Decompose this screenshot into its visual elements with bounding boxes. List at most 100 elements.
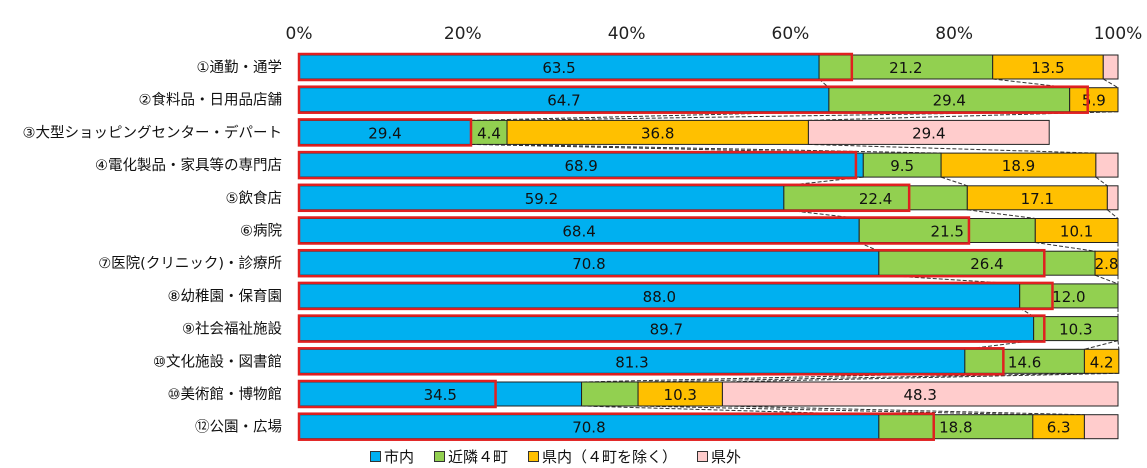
series-line — [1103, 78, 1119, 89]
x-tick-label: 0% — [286, 24, 313, 44]
data-label: 13.5 — [1031, 59, 1064, 77]
x-tick-label: 20% — [444, 24, 482, 44]
series-line — [722, 372, 1119, 383]
bar-segment — [581, 381, 639, 407]
data-label: 18.9 — [1002, 157, 1035, 175]
data-label: 81.3 — [615, 353, 648, 371]
bar-segment — [1083, 348, 1120, 374]
data-label: 68.9 — [564, 157, 597, 175]
highlight-outline — [297, 150, 858, 180]
bar-segment — [818, 54, 994, 80]
highlight-outline — [297, 248, 1046, 278]
data-label: 9.5 — [890, 157, 914, 175]
series-line — [507, 143, 942, 154]
data-label: 89.7 — [650, 321, 683, 339]
data-label: 70.8 — [572, 419, 605, 437]
data-label: 5.9 — [1082, 92, 1106, 110]
series-line — [1094, 274, 1119, 285]
legend-label: 県内（４町を除く） — [542, 447, 678, 466]
category-label: ①通勤・通学 — [197, 59, 283, 76]
data-label: 12.0 — [1052, 288, 1085, 306]
data-label: 10.3 — [664, 386, 697, 404]
series-line — [992, 78, 1070, 89]
bar-segment — [1095, 152, 1119, 178]
series-line — [1107, 209, 1119, 219]
series-line — [1084, 340, 1119, 350]
data-label: 34.5 — [424, 386, 457, 404]
stacked-bar-chart: 0% 20% 40% 60% 80% 100% ①通勤・通学 63.5 21.2 13.5 ②食料品… — [23, 24, 1143, 441]
bar-segment — [878, 250, 1096, 276]
bar-segment — [506, 119, 809, 145]
bar-segment — [992, 54, 1104, 80]
legend-item: 県内（４町を除く） — [528, 446, 677, 467]
bar-segment — [1106, 185, 1119, 211]
data-label: 17.1 — [1021, 190, 1054, 208]
category-label: ②食料品・日用品店舗 — [139, 92, 283, 109]
legend-item: 近隣４町 — [434, 446, 508, 467]
category-label: ⑧幼稚園・保育園 — [168, 288, 283, 305]
category-label: ⑥病院 — [240, 223, 282, 240]
bar-segment — [1019, 283, 1119, 309]
legend-label: 市内 — [384, 447, 415, 466]
bar-segment — [637, 381, 723, 407]
category-label: ⑩美術館・博物館 — [168, 386, 283, 403]
data-label: 21.5 — [931, 223, 964, 241]
data-label: 64.7 — [547, 92, 580, 110]
bar-segment — [807, 119, 1050, 145]
data-label: 6.3 — [1047, 419, 1071, 437]
data-label: 29.4 — [933, 92, 966, 110]
bar-segment — [1033, 316, 1119, 342]
bar-segment — [1083, 414, 1119, 440]
legend-item: 県外 — [697, 446, 741, 467]
category-label: ⑦医院(クリニック)・診療所 — [98, 255, 282, 272]
data-label: 63.5 — [542, 59, 575, 77]
data-label: 22.4 — [859, 190, 892, 208]
bar-segment — [298, 152, 864, 178]
series-line — [940, 176, 968, 187]
x-tick-label: 80% — [935, 24, 973, 44]
bar-segment — [1032, 414, 1085, 440]
legend-swatch — [697, 450, 709, 462]
series-line — [967, 209, 1036, 219]
highlight-outline — [297, 379, 497, 409]
legend-swatch — [370, 450, 381, 462]
series-line — [722, 405, 1085, 416]
bar-segment — [298, 54, 820, 80]
x-tick-label: 100% — [1094, 24, 1143, 44]
highlight-outline — [297, 347, 1005, 376]
legend-label: 近隣４町 — [448, 447, 509, 466]
category-label: ⑤飲食店 — [226, 190, 283, 207]
x-tick-label: 40% — [608, 24, 646, 44]
data-label: 14.6 — [1008, 353, 1041, 371]
highlight-outline — [297, 314, 1046, 343]
data-label: 10.1 — [1060, 223, 1093, 241]
category-label: ④電化製品・家具等の専門店 — [95, 156, 282, 174]
data-label: 48.3 — [904, 386, 937, 404]
data-label: 36.8 — [641, 124, 674, 142]
bar-segment — [298, 185, 785, 211]
data-label: 29.4 — [368, 124, 401, 142]
highlight-outline — [297, 281, 1054, 311]
legend: 市内 近隣４町 県内（４町を除く） 県外 — [370, 446, 741, 466]
category-label: ⑨社会福祉施設 — [182, 321, 282, 338]
series-line — [1095, 176, 1108, 187]
data-label: 2.8 — [1095, 255, 1119, 273]
highlight-outline — [297, 118, 473, 147]
bar-segment — [858, 218, 1036, 243]
series-line — [1035, 242, 1096, 252]
legend-swatch — [434, 450, 446, 462]
legend-label: 県外 — [711, 447, 742, 466]
data-label: 88.0 — [643, 288, 676, 306]
legend-item: 市内 — [370, 446, 414, 467]
highlight-outline — [297, 183, 911, 213]
data-label: 59.2 — [525, 190, 558, 208]
highlight-outline — [297, 216, 971, 245]
highlight-outline — [297, 85, 1089, 114]
data-label: 21.2 — [889, 59, 922, 77]
series-line — [1117, 340, 1120, 350]
bar-segment — [721, 381, 1119, 407]
data-label: 18.8 — [939, 419, 972, 437]
bar-segment — [783, 185, 968, 211]
bar-segment — [1094, 250, 1119, 276]
data-label: 26.4 — [970, 255, 1003, 273]
